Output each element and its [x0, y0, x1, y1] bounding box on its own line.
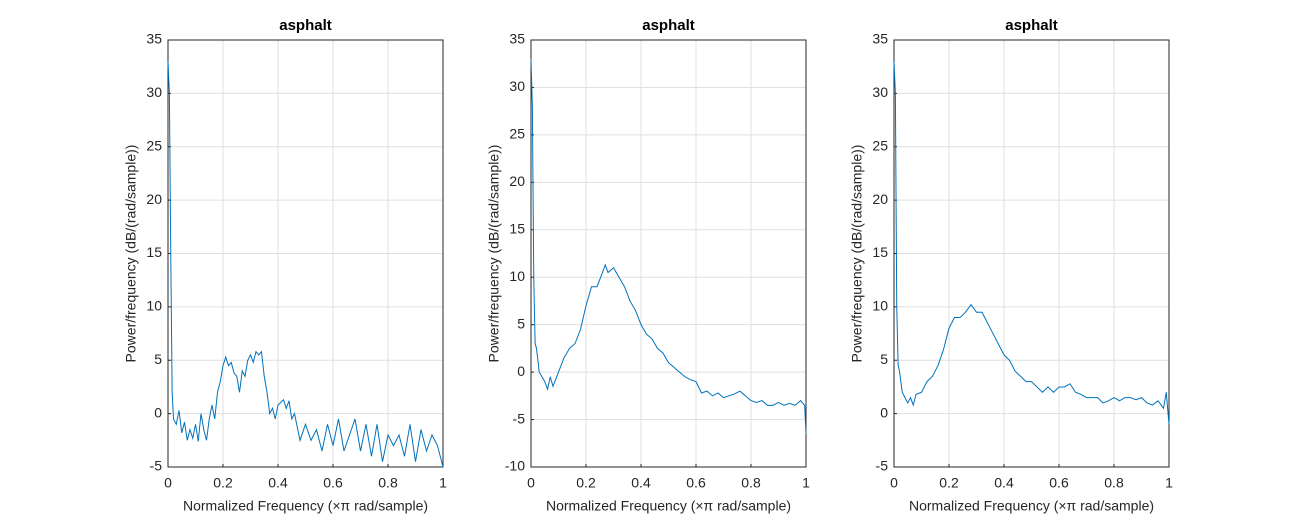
- y-tick-label: 25: [509, 126, 525, 142]
- x-tick-label: 0.4: [631, 475, 651, 491]
- y-tick-label: 10: [146, 298, 162, 314]
- subplot: 0 0.2 0.4 0.6 0.8 1-505101520253035asphaltNor…: [123, 17, 447, 514]
- x-tick-label: 0.2: [213, 475, 233, 491]
- y-tick-label: 5: [154, 351, 162, 367]
- y-tick-label: 35: [146, 31, 162, 47]
- x-tick-label: 0.4: [994, 475, 1014, 491]
- subplot: 0 0.2 0.4 0.6 0.8 1-505101520253035asphaltNor…: [849, 17, 1173, 514]
- x-tick-label: 0.6: [323, 475, 343, 491]
- x-tick-label: 1: [439, 475, 447, 491]
- x-tick-label: 0: [527, 475, 535, 491]
- y-axis-label: Power/frequency (dB/(rad/sample)): [849, 145, 865, 363]
- axes-box: [167, 39, 444, 468]
- y-tick-label: 10: [509, 268, 525, 284]
- y-tick-label: 25: [146, 137, 162, 153]
- chart-title: asphalt: [1005, 17, 1058, 34]
- y-tick-label: 20: [872, 191, 888, 207]
- x-tick-label: 0: [164, 475, 172, 491]
- y-tick-label: 30: [146, 84, 162, 100]
- x-tick-label: 0.6: [1049, 475, 1069, 491]
- data-line: [530, 58, 807, 434]
- y-tick-label: 20: [509, 173, 525, 189]
- y-tick-label: 0: [517, 363, 525, 379]
- y-tick-label: -5: [150, 458, 163, 474]
- y-tick-label: 10: [872, 298, 888, 314]
- y-tick-label: -5: [876, 458, 889, 474]
- y-tick-label: 5: [517, 315, 525, 331]
- x-tick-label: 1: [1165, 475, 1173, 491]
- y-tick-label: 5: [880, 351, 888, 367]
- chart-title: asphalt: [642, 17, 695, 34]
- x-tick-label: 0.8: [1104, 475, 1124, 491]
- plot-area: [531, 40, 806, 467]
- y-axis-label: Power/frequency (dB/(rad/sample)): [486, 145, 502, 363]
- y-tick-label: 35: [509, 31, 525, 47]
- x-tick-label: 0.2: [939, 475, 959, 491]
- y-tick-label: 20: [146, 191, 162, 207]
- y-tick-label: 30: [872, 84, 888, 100]
- x-tick-label: 1: [802, 475, 810, 491]
- y-tick-label: 15: [872, 244, 888, 260]
- y-tick-label: -5: [513, 410, 526, 426]
- y-tick-label: 25: [872, 137, 888, 153]
- x-tick-label: 0.2: [576, 475, 596, 491]
- y-tick-label: 35: [872, 31, 888, 47]
- y-tick-label: 0: [880, 404, 888, 420]
- y-tick-label: 15: [509, 220, 525, 236]
- y-tick-label: -10: [505, 458, 525, 474]
- subplot: 0 0.2 0.4 0.6 0.8 1 -10 -5 0 5 10 15 20 25 30 35 asphalt…: [486, 17, 810, 514]
- x-axis-label: Normalized Frequency (×π rad/sample): [546, 498, 791, 514]
- axes-box: [893, 39, 1170, 468]
- y-tick-label: 0: [154, 404, 162, 420]
- y-axis-label: Power/frequency (dB/(rad/sample)): [123, 145, 139, 363]
- x-tick-label: 0.8: [741, 475, 761, 491]
- data-line: [167, 61, 444, 468]
- x-tick-label: 0: [890, 475, 898, 491]
- axes-box: [530, 39, 807, 468]
- x-axis-label: Normalized Frequency (×π rad/sample): [183, 498, 428, 514]
- chart-title: asphalt: [279, 17, 332, 34]
- x-tick-label: 0.8: [378, 475, 398, 491]
- data-line: [893, 61, 1170, 425]
- x-tick-label: 0.4: [268, 475, 288, 491]
- x-tick-label: 0.6: [686, 475, 706, 491]
- y-tick-label: 30: [509, 78, 525, 94]
- y-tick-label: 15: [146, 244, 162, 260]
- x-axis-label: Normalized Frequency (×π rad/sample): [909, 498, 1154, 514]
